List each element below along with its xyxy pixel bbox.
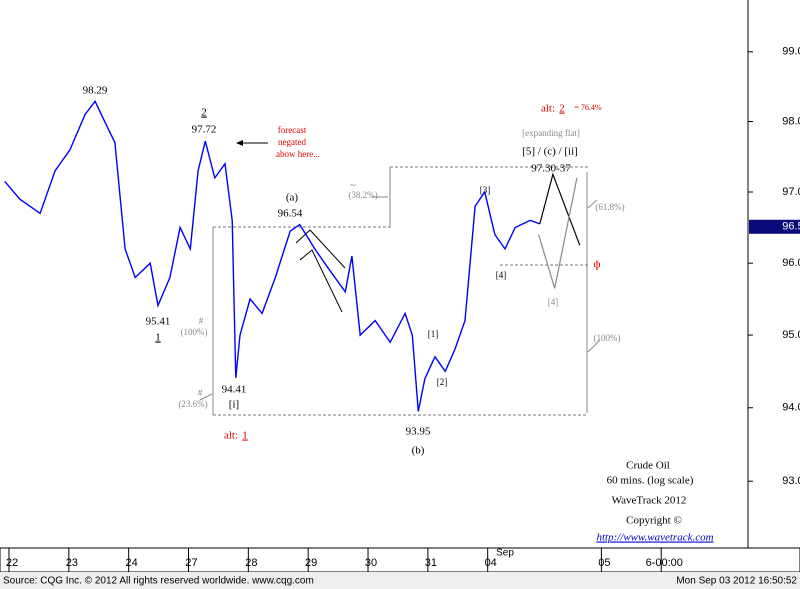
annotation: [expanding flat]	[522, 128, 580, 138]
price-line	[539, 172, 581, 246]
y-tick-label: 97.00	[782, 186, 800, 198]
annotation: abow here...	[276, 149, 320, 159]
annotation: 2	[559, 103, 565, 115]
annotations: 98.29 2 97.72 forecast negated abow here…	[83, 85, 714, 544]
annotation: (61.8%)	[595, 202, 624, 212]
channel-line	[295, 229, 346, 269]
price-line	[538, 177, 578, 289]
annotation: (38.2%)	[348, 190, 377, 200]
x-tick-label: 24	[126, 557, 138, 569]
x-tick-label: 6-00:00	[646, 557, 683, 569]
annotation: alt:	[541, 103, 555, 115]
ratio-tick	[587, 339, 601, 353]
annotation: negated	[278, 137, 306, 147]
annotation: 93.95	[406, 426, 431, 438]
y-tick-label: 96.00	[782, 257, 800, 269]
x-tick-label: 05	[598, 557, 610, 569]
x-tick-label: 22	[6, 557, 18, 569]
y-tick-label: 98.00	[782, 115, 800, 127]
annotation: 98.29	[83, 85, 108, 97]
annotation: 97.72	[192, 124, 217, 136]
arrowhead	[236, 140, 243, 146]
x-tick-label: 31	[425, 557, 437, 569]
ratio-tick	[587, 199, 598, 209]
y-tick-label: 95.00	[782, 329, 800, 341]
annotation: [i]	[229, 399, 239, 411]
x-tick-label: 30	[365, 557, 377, 569]
annotation: forecast	[278, 125, 307, 135]
timestamp: Mon Sep 03 2012 16:50:52	[676, 576, 797, 587]
annotation: (b)	[412, 445, 425, 457]
annotation: #	[199, 316, 204, 326]
annotation: 2	[201, 107, 207, 119]
annotation: 94.41	[222, 384, 247, 396]
link[interactable]: http://www.wavetrack.com	[596, 532, 713, 544]
annotation: [2]	[437, 377, 448, 387]
channel-line	[299, 249, 343, 313]
annotation: 96.54	[278, 208, 303, 220]
annotation: 60 mins. (log scale)	[607, 475, 694, 487]
annotation: [4]	[496, 270, 507, 280]
y-tick-label: 93.00	[782, 475, 800, 487]
x-tick-label: 28	[245, 557, 257, 569]
ratio-tick	[199, 393, 213, 401]
annotation: WaveTrack 2012	[612, 495, 687, 507]
y-tick-label: 99.00	[782, 46, 800, 58]
x-group-label: Sep	[496, 548, 514, 559]
annotation: [1]	[428, 329, 439, 339]
annotation: = 76.4%	[574, 103, 602, 112]
annotation: (a)	[286, 192, 299, 204]
x-tick-label: 27	[185, 557, 197, 569]
annotation: 97.30-37	[531, 163, 571, 175]
annotation: #	[198, 388, 203, 398]
price-line	[4, 99, 541, 412]
x-axis-band	[0, 547, 800, 573]
annotation: (100%)	[594, 333, 621, 343]
annotation: Crude Oil	[626, 460, 670, 472]
annotation: 1	[155, 332, 161, 344]
y-tick-label: 94.00	[782, 402, 800, 414]
annotation: [5] / (c) / [ii]	[522, 146, 578, 158]
annotation: (100%)	[181, 327, 208, 337]
annotation: 1	[242, 430, 248, 442]
annotation: ф	[593, 259, 600, 271]
footer-band	[0, 572, 800, 589]
annotation: alt:	[224, 430, 238, 442]
x-tick-label: 23	[66, 557, 78, 569]
annotation: (23.6%)	[178, 399, 207, 409]
annotation: [3]	[480, 185, 491, 195]
x-tick-label: 04	[485, 557, 497, 569]
last-price-label: 96.51	[782, 221, 800, 233]
source: Source: CQG Inc. © 2012 All rights reser…	[3, 576, 314, 587]
annotation: 95.41	[146, 316, 171, 328]
annotation: ~	[350, 180, 356, 192]
plot	[4, 99, 601, 416]
annotation: [4]	[548, 297, 559, 307]
annotation: Copyright ©	[626, 515, 682, 527]
last-price-tag	[749, 219, 800, 234]
x-tick-label: 29	[305, 557, 317, 569]
